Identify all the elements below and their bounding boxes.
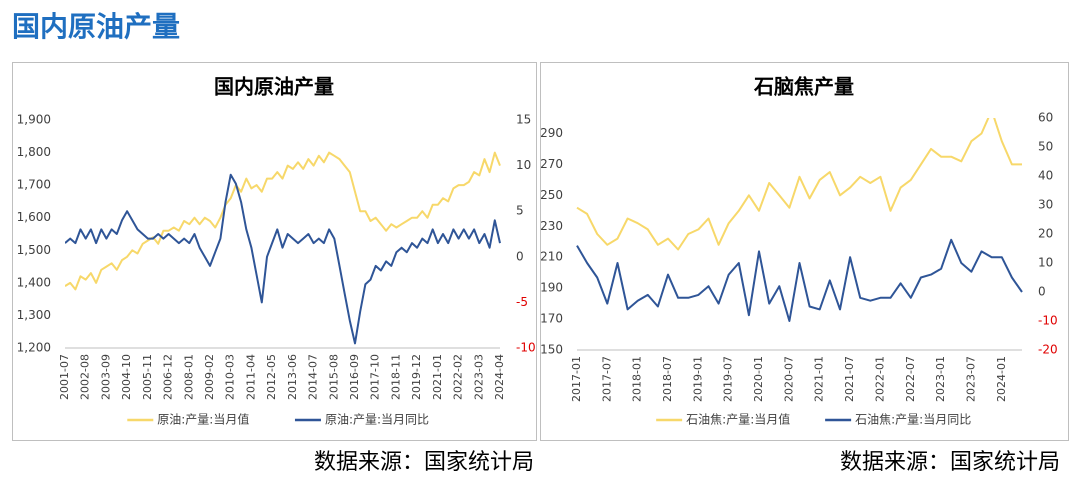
x-tick-label: 2011-04 (244, 354, 257, 400)
x-tick-label: 2009-02 (203, 354, 216, 400)
x-tick-label: 2020-01 (752, 356, 765, 402)
x-tick-label: 2021-01 (431, 354, 444, 400)
x-tick-label: 2008-01 (182, 354, 195, 400)
line-series (576, 118, 1022, 251)
y-tick-label: 290 (540, 126, 563, 140)
x-tick-label: 2001-07 (58, 354, 71, 400)
x-tick-label: 2017-10 (369, 354, 382, 400)
chart-title: 石脑焦产量 (753, 75, 854, 99)
y-tick-label: 1,700 (17, 178, 51, 192)
x-tick-label: 2013-06 (286, 354, 299, 400)
x-tick-label: 2021-01 (813, 356, 826, 402)
y2-tick-label: 5 (516, 204, 524, 218)
x-tick-label: 2006-12 (162, 354, 175, 400)
y2-tick-label: -20 (1038, 343, 1058, 357)
legend-label: 石油焦:产量:当月同比 (855, 413, 971, 427)
y-tick-label: 1,800 (17, 145, 51, 159)
y2-tick-label: 15 (516, 113, 531, 127)
x-tick-label: 2015-08 (327, 354, 340, 400)
x-tick-label: 2022-07 (904, 356, 917, 402)
y2-tick-label: 30 (1038, 198, 1053, 212)
x-tick-label: 2023-03 (472, 354, 485, 400)
x-tick-label: 2012-05 (265, 354, 278, 400)
y-tick-label: 1,600 (17, 210, 51, 224)
x-tick-label: 2019-01 (691, 356, 704, 402)
y2-tick-label: 10 (1038, 256, 1053, 270)
y-tick-label: 210 (540, 250, 563, 264)
y-tick-label: 1,900 (17, 113, 51, 127)
y2-tick-label: 60 (1038, 111, 1053, 125)
line-series (65, 151, 501, 291)
x-tick-label: 2005-11 (141, 354, 154, 400)
x-tick-label: 2014-07 (307, 354, 320, 400)
y-tick-label: 250 (540, 188, 563, 202)
x-tick-label: 2020-07 (782, 356, 795, 402)
y2-tick-label: 20 (1038, 227, 1053, 241)
y-tick-label: 1,200 (17, 341, 51, 355)
x-tick-label: 2023-07 (964, 356, 977, 402)
legend-label: 原油:产量:当月值 (157, 412, 249, 427)
y-tick-label: 1,300 (17, 308, 51, 322)
x-tick-label: 2022-01 (873, 356, 886, 402)
x-tick-label: 2010-03 (224, 354, 237, 400)
plot (576, 118, 1023, 322)
x-tick-label: 2003-09 (99, 354, 112, 400)
panel (12, 62, 537, 441)
x-tick-label: 2002-08 (79, 354, 92, 400)
y-tick-label: 230 (540, 219, 563, 233)
x-tick-label: 2018-01 (631, 356, 644, 402)
x-tick-label: 2004-10 (120, 354, 133, 400)
x-tick-label: 2018-07 (661, 356, 674, 402)
source-note: 数据来源：国家统计局 (840, 450, 1060, 475)
y-tick-label: 190 (540, 281, 563, 295)
y2-tick-label: -10 (516, 341, 536, 355)
plot (65, 151, 501, 345)
x-tick-label: 2018-11 (389, 354, 402, 400)
y-tick-label: 1,500 (17, 243, 51, 257)
x-tick-label: 2024-04 (493, 354, 506, 400)
x-tick-label: 2017-07 (600, 356, 613, 402)
y2-tick-label: 0 (516, 249, 524, 263)
y-tick-label: 1,400 (17, 275, 51, 289)
x-tick-label: 2019-12 (410, 354, 423, 400)
y2-tick-label: -5 (516, 295, 528, 309)
y2-tick-label: -10 (1038, 314, 1058, 328)
y2-tick-label: 0 (1038, 285, 1046, 299)
x-tick-label: 2023-01 (934, 356, 947, 402)
legend-label: 石油焦:产量:当月值 (686, 412, 790, 427)
x-tick-label: 2019-07 (722, 356, 735, 402)
source-note: 数据来源：国家统计局 (314, 450, 534, 475)
y2-tick-label: 40 (1038, 169, 1053, 183)
y-tick-label: 170 (540, 312, 563, 326)
x-tick-label: 2021-07 (843, 356, 856, 402)
panel (540, 62, 1069, 441)
x-tick-label: 2022-02 (452, 354, 465, 400)
legend-label: 原油:产量:当月同比 (325, 413, 429, 427)
y-tick-label: 270 (540, 157, 563, 171)
x-tick-label: 2017-01 (570, 356, 583, 402)
line-series (576, 238, 1023, 322)
y2-tick-label: 10 (516, 158, 531, 172)
y2-tick-label: 50 (1038, 140, 1053, 154)
x-tick-label: 2024-01 (995, 356, 1008, 402)
x-tick-label: 2016-09 (348, 354, 361, 400)
line-series (65, 173, 501, 345)
chart-title: 国内原油产量 (214, 75, 334, 99)
page-title: 国内原油产量 (12, 10, 180, 43)
y-tick-label: 150 (540, 343, 563, 357)
